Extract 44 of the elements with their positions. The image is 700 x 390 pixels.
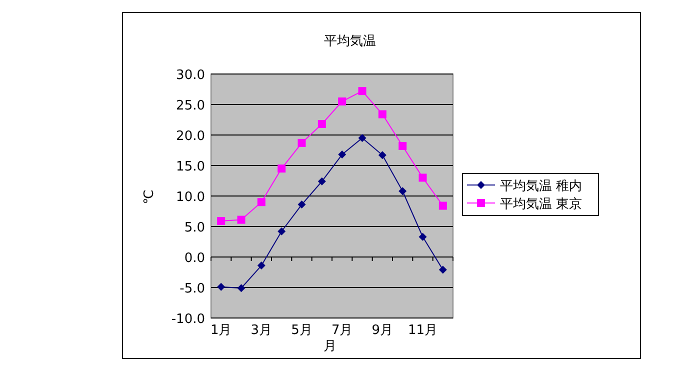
x-tick-label: 11月 — [408, 323, 438, 338]
point — [237, 284, 246, 292]
x-tick-label: 7月 — [331, 323, 353, 338]
y-tick-label: 30.0 — [176, 68, 205, 83]
point — [398, 187, 407, 196]
chart-title: 平均気温 — [324, 34, 376, 49]
point — [298, 200, 306, 209]
point — [438, 202, 447, 210]
point — [217, 282, 226, 291]
point — [298, 138, 306, 147]
point — [378, 110, 386, 118]
point — [257, 262, 266, 270]
x-tick-label: 5月 — [291, 323, 312, 338]
point — [418, 174, 427, 182]
y-tick-label: 15.0 — [176, 160, 205, 174]
point — [338, 97, 346, 106]
y-tick-label: -5.0 — [180, 282, 205, 296]
point — [278, 227, 286, 236]
point — [318, 177, 326, 186]
point — [338, 150, 346, 159]
point — [418, 232, 427, 241]
y-tick-label: 10.0 — [176, 190, 205, 205]
x-tick-label: 1月 — [210, 323, 232, 338]
x-tick-label: 9月 — [372, 323, 394, 338]
point — [378, 151, 386, 160]
x-axis-title: 月 — [324, 339, 336, 354]
point — [257, 198, 266, 206]
point — [358, 87, 366, 96]
legend-label: 平均気温 東京 — [500, 197, 582, 212]
y-axis-title: ℃ — [142, 190, 157, 204]
point — [358, 134, 366, 142]
point — [438, 266, 447, 274]
legend-label: 平均気温 稚内 — [500, 179, 582, 194]
point — [318, 120, 326, 128]
point — [217, 217, 226, 226]
y-tick-label: 20.0 — [176, 129, 205, 144]
y-tick-label: 25.0 — [176, 98, 205, 114]
point — [278, 164, 286, 173]
x-tick-label: 3月 — [250, 323, 272, 338]
y-tick-label: 0.0 — [184, 251, 205, 266]
y-tick-label: 5.0 — [184, 220, 205, 236]
point — [237, 216, 246, 224]
y-tick-label: -10.0 — [171, 312, 205, 327]
point — [398, 142, 407, 150]
